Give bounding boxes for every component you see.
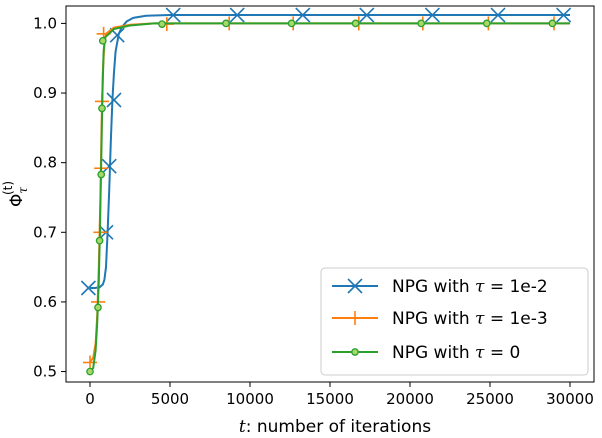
- series-layer: [80, 7, 572, 376]
- x-axis: 0 5000 10000 15000 20000 25000 30000: [85, 382, 594, 408]
- legend-label-2: NPG with τ = 1e-3: [392, 309, 548, 329]
- data-point-plus: [348, 311, 362, 325]
- data-point-x: [359, 7, 375, 23]
- y-tick-label: 0.5: [33, 363, 57, 381]
- data-point-x: [80, 280, 96, 296]
- legend-entry-1: NPG with τ = 1e-2: [332, 277, 548, 297]
- data-point-circle: [351, 348, 359, 356]
- series-3: [86, 19, 570, 376]
- data-point-x: [490, 7, 506, 23]
- legend-label-3: NPG with τ = 0: [392, 343, 520, 363]
- x-tick-label: 15000: [306, 390, 354, 408]
- data-point-x: [229, 7, 245, 23]
- x-tick-label: 30000: [546, 390, 594, 408]
- legend-entry-3: NPG with τ = 0: [332, 343, 520, 363]
- data-point-circle: [222, 19, 230, 28]
- legend: NPG with τ = 1e-2 NPG with τ = 1e-3 NPG …: [320, 267, 589, 376]
- data-point-circle: [98, 36, 107, 45]
- legend-marker-plus: [348, 311, 362, 325]
- data-point-circle: [548, 19, 557, 28]
- data-point-circle: [97, 170, 106, 179]
- x-tick-label: 10000: [226, 390, 274, 408]
- data-point-circle: [86, 367, 94, 376]
- y-tick-label: 1.0: [33, 14, 57, 32]
- x-tick-label: 25000: [466, 390, 514, 408]
- data-point-x: [295, 7, 311, 23]
- legend-label-1: NPG with τ = 1e-2: [392, 277, 548, 297]
- legend-box: [320, 267, 589, 376]
- y-axis: 0.5 0.6 0.7 0.8 0.9 1.0: [33, 14, 66, 381]
- y-axis-title: Φτ(t): [1, 181, 30, 207]
- series-line: [90, 14, 570, 289]
- x-tick-label: 5000: [151, 390, 189, 408]
- y-tick-label: 0.8: [33, 154, 57, 172]
- x-tick-label: 20000: [386, 390, 434, 408]
- data-point-x: [424, 7, 440, 23]
- data-point-circle: [98, 104, 106, 113]
- x-tick-label: 0: [85, 390, 95, 408]
- data-point-circle: [94, 303, 102, 312]
- series-1: [80, 7, 572, 296]
- legend-marker-circle: [351, 348, 359, 356]
- series-line: [89, 22, 570, 373]
- data-point-circle: [158, 20, 166, 28]
- y-tick-label: 0.6: [33, 293, 57, 311]
- data-point-circle: [417, 19, 426, 28]
- data-point-circle: [482, 19, 491, 28]
- y-tick-label: 0.9: [33, 84, 57, 102]
- data-point-x: [101, 158, 117, 174]
- data-point-circle: [95, 236, 104, 245]
- legend-entry-2: NPG with τ = 1e-3: [332, 309, 548, 329]
- data-point-x: [347, 278, 363, 294]
- data-point-x: [106, 92, 122, 108]
- legend-marker-x: [347, 278, 363, 294]
- x-axis-title: t: number of iterations: [239, 417, 431, 437]
- data-point-circle: [287, 19, 296, 28]
- data-point-x: [556, 7, 572, 23]
- y-tick-label: 0.7: [33, 223, 57, 241]
- data-point-circle: [351, 19, 360, 28]
- data-point-x: [165, 7, 181, 23]
